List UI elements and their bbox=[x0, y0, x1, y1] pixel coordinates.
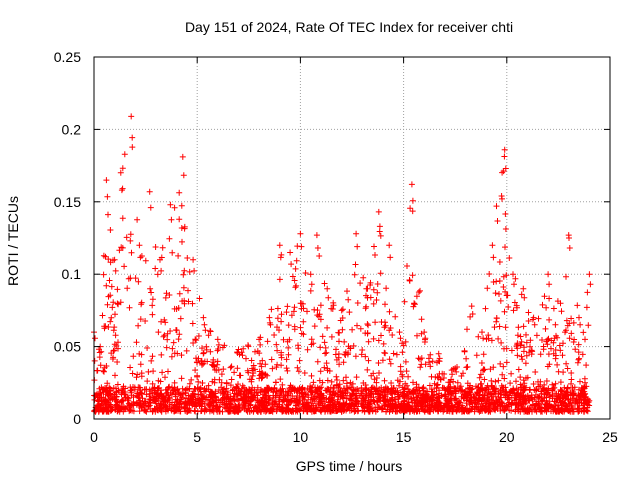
x-axis-title: GPS time / hours bbox=[296, 458, 403, 474]
x-tick-label: 20 bbox=[499, 429, 515, 445]
x-tick-label: 0 bbox=[90, 429, 98, 445]
x-tick-label: 10 bbox=[293, 429, 309, 445]
y-tick-label: 0.15 bbox=[54, 194, 81, 210]
grid bbox=[94, 57, 610, 419]
data-points bbox=[91, 113, 594, 415]
y-tick-label: 0.1 bbox=[62, 266, 82, 282]
x-tick-label: 5 bbox=[193, 429, 201, 445]
y-tick-labels: 0 0.05 0.1 0.15 0.2 0.25 bbox=[54, 49, 81, 427]
y-tick-label: 0.2 bbox=[62, 121, 82, 137]
x-tick-label: 25 bbox=[602, 429, 618, 445]
axis-ticks bbox=[93, 56, 611, 420]
roti-points bbox=[91, 113, 594, 415]
y-axis-title: ROTI / TECUs bbox=[5, 196, 21, 286]
y-tick-label: 0.25 bbox=[54, 49, 81, 65]
chart-title: Day 151 of 2024, Rate Of TEC Index for r… bbox=[185, 19, 513, 35]
x-tick-label: 15 bbox=[396, 429, 412, 445]
x-tick-labels: 0 5 10 15 20 25 bbox=[90, 429, 618, 445]
y-tick-label: 0.05 bbox=[54, 339, 81, 355]
plot-frame bbox=[93, 56, 611, 420]
y-tick-label: 0 bbox=[73, 411, 81, 427]
